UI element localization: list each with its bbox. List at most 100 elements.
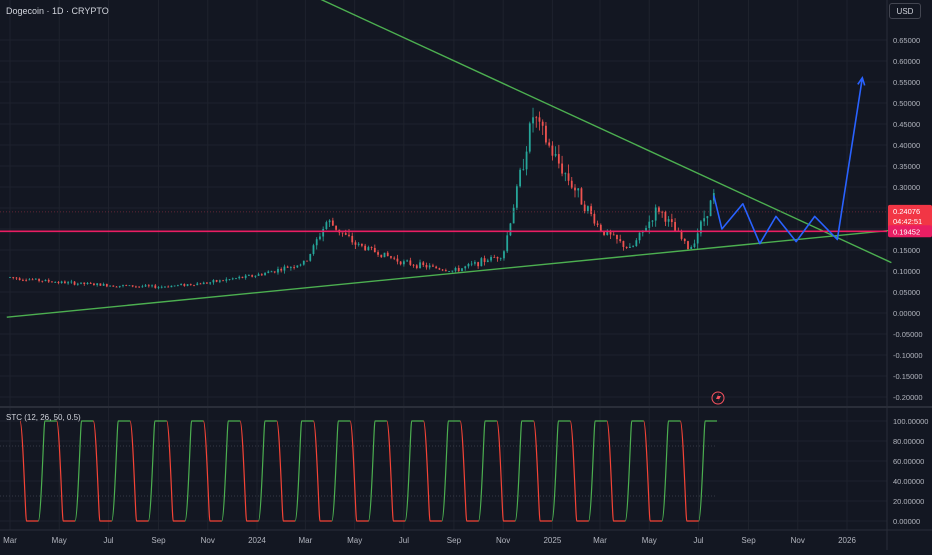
x-tick-label: Sep [151,536,166,545]
stc-segment [532,420,552,522]
stc-segment [331,420,351,522]
candle-body [651,220,654,222]
indicator-label: STC (12, 26, 50, 0.5) [6,413,81,422]
candle-body [251,275,254,277]
candle-body [354,242,357,245]
candle-body [296,265,299,268]
candle-body [480,258,483,267]
candle-body [522,169,525,171]
candle-body [645,228,647,231]
candle-body [319,236,321,240]
currency-selector-button[interactable]: USD [889,3,921,19]
candle-body [477,262,480,267]
candle-body [496,257,499,259]
candle-body [173,285,176,287]
y-tick-label: 0.50000 [893,99,920,108]
support-price-tag [888,225,932,238]
candle-body [325,222,328,230]
x-tick-label: Nov [201,536,215,545]
candle-body [612,234,615,236]
candle-body [47,279,50,282]
candle-body [448,271,450,272]
candle-body [164,286,166,288]
current-price-label: 0.24076 [893,207,920,216]
candle-body [186,284,189,286]
candle-body [706,216,709,219]
candle-body [364,245,367,251]
candle-body [425,265,428,268]
candle-body [176,284,179,286]
y-tick-label: 20.00000 [893,497,924,506]
candle-body [457,267,460,272]
y-tick-label: 0.65000 [893,36,920,45]
candle-body [141,286,144,288]
support-trendline[interactable] [6,229,892,318]
candle-body [399,261,402,265]
candle-body [218,280,221,282]
candle-body [557,154,560,164]
candle-body [18,278,21,280]
y-tick-label: 0.00000 [893,517,920,526]
candle-body [312,245,315,254]
candle-body [658,207,660,212]
candle-body [583,204,586,212]
candle-body [270,271,273,273]
candle-body [361,243,363,246]
lightning-glyph [716,393,721,403]
candle-body [22,279,24,281]
stc-segment [74,420,94,522]
candle-body [189,284,192,286]
stc-segment [679,420,699,522]
candle-body [341,232,344,234]
candle-body [125,285,128,286]
candle-body [661,211,664,213]
candle-body [331,220,334,226]
candle-body [509,223,512,236]
projection-path[interactable] [713,77,864,245]
candle-body [328,220,331,223]
candle-body [554,154,557,156]
stc-segment [386,420,406,522]
candle-body [57,282,60,283]
x-tick-label: 2026 [838,536,856,545]
y-tick-label: 0.55000 [893,78,920,87]
candle-body [683,238,686,242]
candle-body [503,251,505,259]
candle-body [212,280,215,283]
candle-body [277,269,279,273]
candle-body [67,282,70,284]
candle-body [83,282,86,285]
candle-body [86,282,89,285]
candle-body [335,225,337,230]
candle-body [170,285,173,288]
current-price-tag [888,204,932,229]
candle-body [80,282,82,284]
candle-body [486,260,489,262]
candle-body [519,169,522,187]
stc-segment [514,420,534,522]
candle-body [289,267,292,268]
candle-body [206,282,208,284]
candle-body [367,247,370,251]
lightning-icon[interactable] [711,391,725,405]
stc-segment [496,420,516,522]
candle-body [322,229,325,237]
candle-body [167,286,170,288]
candle-body [257,274,260,276]
candle-body [241,276,244,278]
stc-segment [349,420,369,522]
resistance-trendline[interactable] [108,0,892,264]
candle-body [306,260,308,262]
candle-body [599,224,602,232]
stc-segment [551,420,571,522]
stc-segment [477,420,497,522]
candle-body [293,267,296,268]
candle-body [493,257,496,258]
candle-body [254,275,257,277]
candle-body [235,278,237,279]
y-tick-label: 0.60000 [893,57,920,66]
candle-body [622,241,625,247]
stc-segment [404,420,424,522]
candle-body [12,277,15,278]
